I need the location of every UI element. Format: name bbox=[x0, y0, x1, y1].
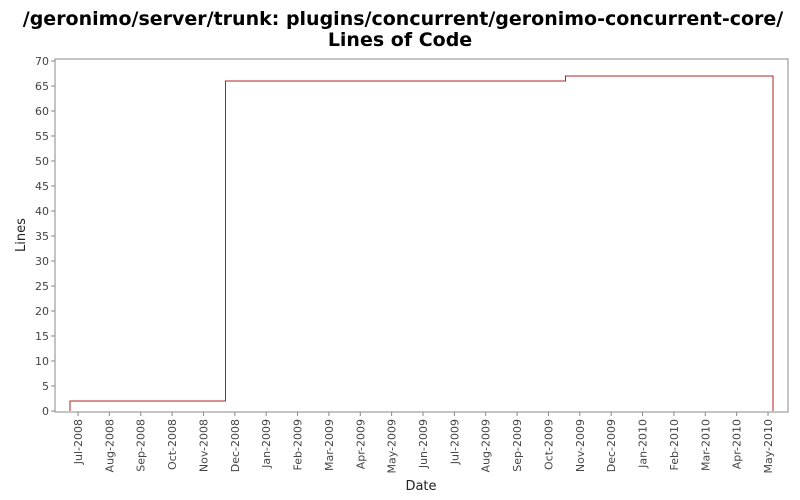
series-group bbox=[69, 75, 774, 411]
plot-area bbox=[54, 58, 789, 413]
x-tick-label: Feb-2010 bbox=[668, 419, 681, 470]
chart-title-line-1: /geronimo/server/trunk: plugins/concurre… bbox=[23, 8, 784, 30]
y-tick-label: 70 bbox=[35, 55, 49, 68]
x-axis-label: Date bbox=[405, 479, 436, 494]
y-tick-label: 30 bbox=[35, 255, 49, 268]
x-tick-label: Jul-2009 bbox=[448, 419, 461, 465]
x-tick-label: Apr-2010 bbox=[731, 419, 744, 469]
y-tick-label: 60 bbox=[35, 105, 49, 118]
x-tick-label: Oct-2009 bbox=[542, 419, 555, 470]
x-tick-label: Aug-2009 bbox=[480, 419, 493, 472]
y-tick-label: 65 bbox=[35, 80, 49, 93]
y-tick-label: 55 bbox=[35, 130, 49, 143]
x-tick-label: Nov-2008 bbox=[197, 419, 210, 472]
x-tick-label: May-2009 bbox=[386, 419, 399, 474]
x-tick-label: Jan-2010 bbox=[637, 419, 650, 469]
x-tick-label: May-2010 bbox=[762, 419, 775, 474]
x-tick-label: Dec-2008 bbox=[229, 419, 242, 472]
y-tick-label: 25 bbox=[35, 280, 49, 293]
lines-of-code-series-line bbox=[69, 75, 774, 411]
y-tick-label: 45 bbox=[35, 180, 49, 193]
x-tick-label: Feb-2009 bbox=[292, 419, 305, 470]
y-tick-label: 20 bbox=[35, 305, 49, 318]
x-tick-label: Jul-2008 bbox=[72, 419, 85, 465]
y-tick-label: 15 bbox=[35, 330, 49, 343]
y-tick-label: 40 bbox=[35, 205, 49, 218]
x-axis: Jul-2008 Aug-2008 Sep-2008 Oct-2008 Nov-2008… bbox=[72, 412, 775, 474]
x-tick-label: Mar-2010 bbox=[699, 419, 712, 471]
x-tick-label: Aug-2008 bbox=[103, 419, 116, 472]
y-tick-label: 10 bbox=[35, 355, 49, 368]
y-axis-label: Lines bbox=[14, 218, 29, 252]
x-tick-label: Mar-2009 bbox=[323, 419, 336, 471]
x-tick-label: Jun-2009 bbox=[417, 419, 430, 469]
y-tick-label: 5 bbox=[42, 380, 49, 393]
chart-title-line-2: Lines of Code bbox=[328, 29, 472, 51]
x-tick-label: Oct-2008 bbox=[166, 419, 179, 470]
y-tick-label: 0 bbox=[42, 405, 49, 418]
x-tick-label: Dec-2009 bbox=[605, 419, 618, 472]
y-tick-label: 50 bbox=[35, 155, 49, 168]
x-tick-label: Sep-2009 bbox=[511, 419, 524, 472]
x-tick-label: Jan-2009 bbox=[260, 419, 273, 469]
x-tick-label: Nov-2009 bbox=[574, 419, 587, 472]
y-axis: 0 5 10 15 20 25 30 35 40 45 50 55 60 65 70 bbox=[35, 55, 55, 418]
x-tick-label: Sep-2008 bbox=[135, 419, 148, 472]
x-tick-label: Apr-2009 bbox=[354, 419, 367, 469]
y-tick-label: 35 bbox=[35, 230, 49, 243]
